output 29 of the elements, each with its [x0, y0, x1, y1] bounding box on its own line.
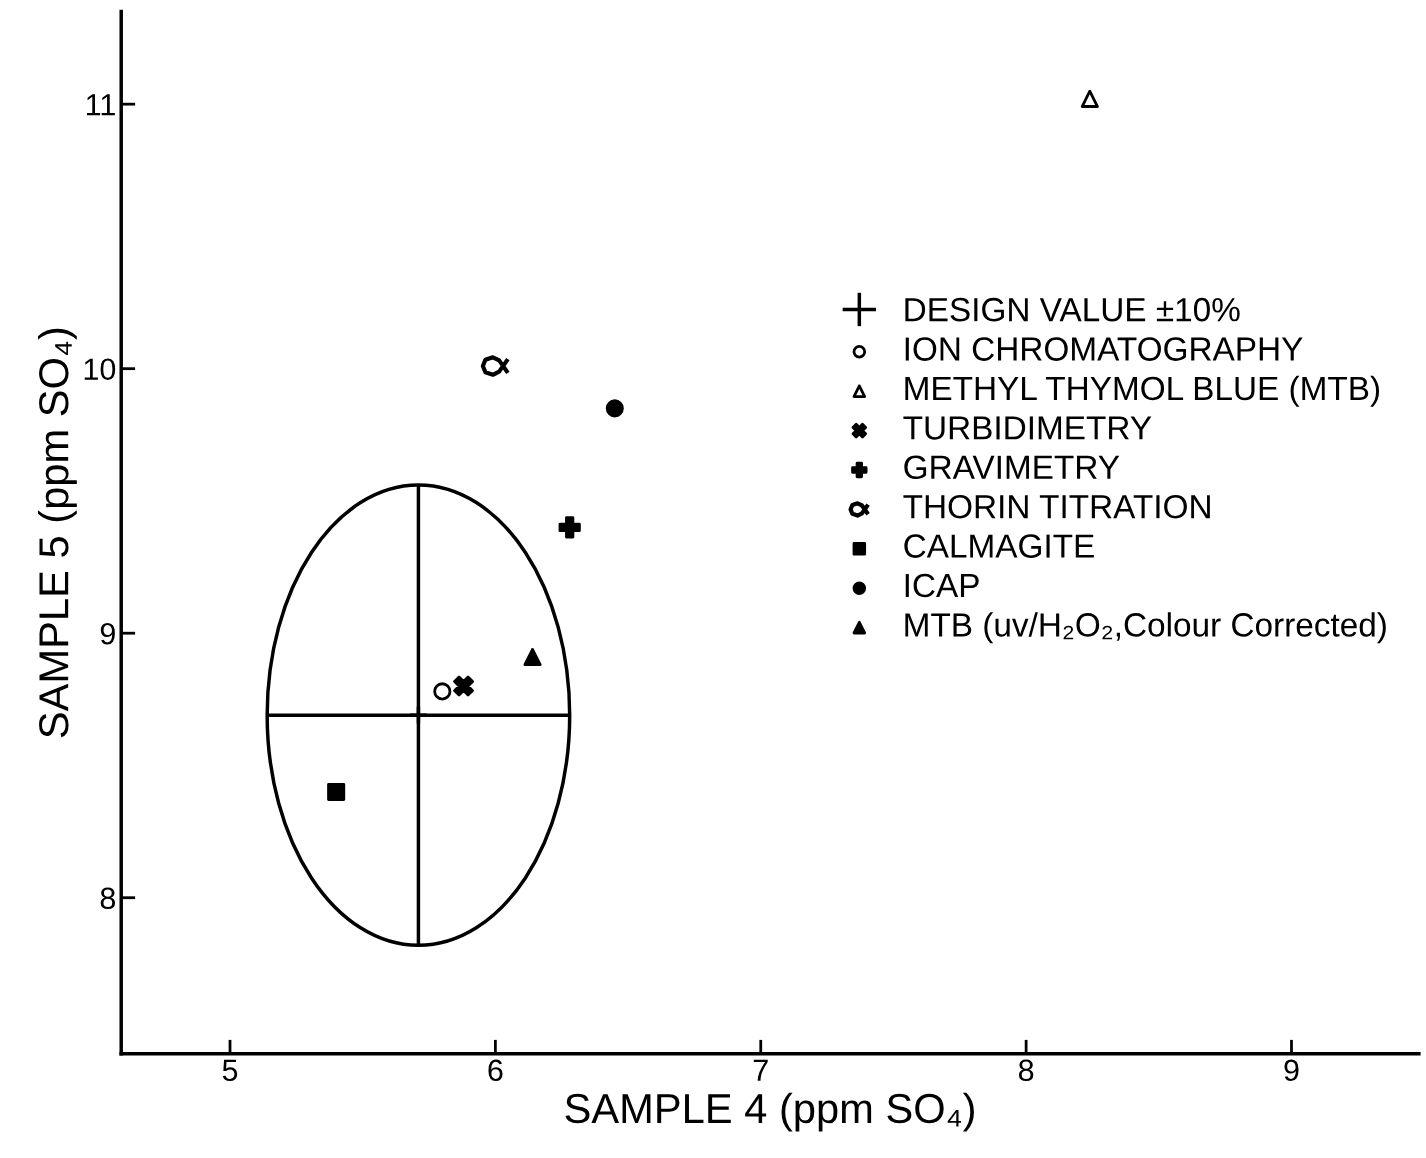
- x-axis-title: SAMPLE 4 (ppm SO₄): [565, 1092, 974, 1132]
- legend-label: DESIGN VALUE ±10%: [905, 297, 1240, 322]
- legend-label: MTB (uv/H₂O₂,Colour Corrected): [905, 612, 1386, 644]
- point: [327, 782, 346, 801]
- point: [453, 675, 474, 697]
- x-tick-label: 8: [1018, 1059, 1034, 1082]
- legend-label: GRAVIMETRY: [904, 455, 1120, 480]
- x-tick-label: 7: [753, 1059, 768, 1081]
- x-tick-label: 9: [1284, 1059, 1299, 1082]
- y-axis-title: SAMPLE 5 (ppm SO₄): [37, 328, 77, 738]
- legend-label: TURBIDIMETRY: [903, 416, 1152, 440]
- y-tick-label: 8: [100, 887, 116, 910]
- point: [480, 355, 510, 377]
- point: [605, 399, 624, 418]
- x-tick-label: 6: [488, 1059, 503, 1082]
- point: [433, 682, 452, 701]
- legend-label: ION CHROMATOGRAPHY: [905, 337, 1303, 361]
- point: [1080, 89, 1099, 108]
- x-tick-label: 5: [222, 1059, 238, 1082]
- y-tick-label: 10: [84, 358, 116, 381]
- point: [558, 516, 581, 539]
- legend-label: ICAP: [905, 573, 979, 598]
- y-tick-label: 9: [100, 622, 115, 645]
- legend-label: METHYL THYMOL BLUE (MTB): [905, 375, 1380, 407]
- point: [523, 647, 542, 667]
- y-tick-label: 11: [86, 94, 115, 116]
- legend-label: CALMAGITE: [904, 534, 1094, 558]
- legend-label: THORIN TITRATION: [903, 494, 1210, 519]
- point: [408, 705, 429, 726]
